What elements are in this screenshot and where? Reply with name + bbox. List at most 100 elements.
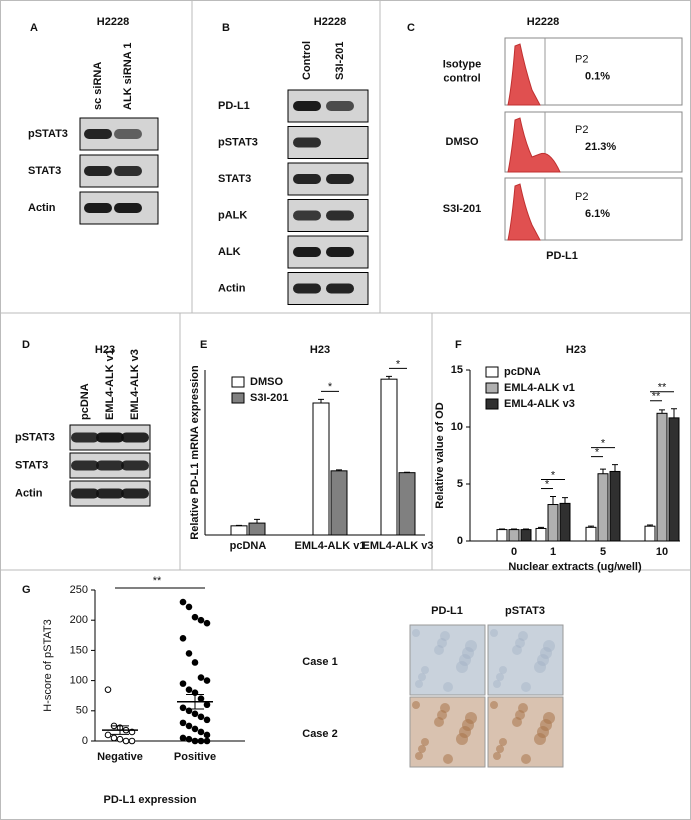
blot-band <box>96 460 124 471</box>
percent: 21.3% <box>585 141 616 153</box>
blot-band <box>293 210 321 221</box>
blot-band <box>84 203 112 213</box>
significance-label: * <box>328 381 333 393</box>
data-point <box>185 686 193 693</box>
bar <box>668 417 680 542</box>
ihc-row-label: Case 2 <box>302 728 337 740</box>
row-label: pSTAT3 <box>218 136 258 148</box>
blot-band <box>121 460 149 471</box>
data-point <box>191 737 199 745</box>
bar <box>398 472 416 536</box>
data-point <box>104 731 112 739</box>
error-bar <box>550 496 556 505</box>
data-point <box>185 735 193 743</box>
data-point <box>179 704 187 712</box>
error-bar <box>647 524 653 527</box>
cell-line: H2228 <box>527 16 559 28</box>
blot-band <box>293 174 321 184</box>
ihc-texture <box>440 631 450 641</box>
ihc-texture <box>459 654 471 666</box>
gate-label: P2 <box>575 191 588 203</box>
ihc-texture <box>499 738 507 746</box>
blot-band <box>293 101 321 111</box>
legend-label: pcDNA <box>504 366 541 378</box>
y-tick-label: 150 <box>70 644 88 656</box>
data-point <box>185 603 193 611</box>
row-label: STAT3 <box>28 165 61 177</box>
y-tick-label: 15 <box>451 364 463 376</box>
ihc-texture <box>515 638 525 648</box>
ihc-texture <box>496 745 504 753</box>
sample-label: S3I-201 <box>443 203 482 215</box>
lane-label: S3I-201 <box>334 41 346 80</box>
row-label: Actin <box>15 487 43 499</box>
blot-band <box>326 283 354 294</box>
bar <box>520 529 532 542</box>
blot-band <box>71 488 99 499</box>
data-point <box>179 635 187 642</box>
ihc-texture <box>490 701 498 709</box>
gate-label: P2 <box>575 124 588 136</box>
bar <box>644 525 656 542</box>
x-tick-label: pcDNA <box>230 540 267 552</box>
lane-label: sc siRNA <box>92 62 104 110</box>
ihc-texture <box>534 661 546 673</box>
data-point <box>203 716 211 724</box>
panel-letter: D <box>22 339 30 351</box>
error-bar <box>523 528 529 530</box>
bar <box>312 402 330 536</box>
error-bar <box>336 469 342 471</box>
ihc-texture <box>418 745 426 753</box>
error-bar <box>588 525 594 528</box>
row-label: STAT3 <box>15 459 48 471</box>
blot-band <box>326 210 354 221</box>
data-point <box>116 735 124 743</box>
legend-label: S3I-201 <box>250 392 289 404</box>
data-point <box>104 686 112 693</box>
y-tick-label: 10 <box>451 421 463 433</box>
y-tick-label: 0 <box>82 735 88 747</box>
ihc-texture <box>456 661 468 673</box>
ihc-texture <box>543 712 555 724</box>
bar <box>609 470 621 542</box>
lane-label: EML4-ALK v3 <box>129 349 141 420</box>
ihc-texture <box>418 673 426 681</box>
data-point <box>191 659 199 666</box>
blot-band <box>293 283 321 294</box>
histogram <box>507 117 561 173</box>
bar <box>508 529 520 542</box>
significance-label: * <box>551 469 556 481</box>
ihc-texture <box>440 703 450 713</box>
legend-swatch <box>485 398 499 410</box>
data-point <box>191 613 199 621</box>
row-label: Actin <box>218 282 246 294</box>
significance-label: ** <box>658 382 667 394</box>
row-label: PD-L1 <box>218 100 250 112</box>
ihc-texture <box>521 754 531 764</box>
ihc-texture <box>421 738 429 746</box>
panel-letter: G <box>22 584 31 596</box>
blot-band <box>121 432 149 443</box>
data-point <box>203 677 211 684</box>
panel-letter: F <box>455 339 462 351</box>
ihc-texture <box>434 645 444 655</box>
blot-band <box>326 247 354 257</box>
y-tick-label: 5 <box>457 478 463 490</box>
x-tick-label: 0 <box>511 546 517 558</box>
ihc-texture <box>540 647 552 659</box>
blot-band <box>84 166 112 176</box>
lane-label: EML4-ALK v1 <box>104 349 116 420</box>
y-tick-label: 250 <box>70 584 88 596</box>
data-point <box>191 725 199 733</box>
x-tick-label: 10 <box>656 546 668 558</box>
chart-title: H23 <box>566 344 586 356</box>
ihc-texture <box>443 682 453 692</box>
data-point <box>128 737 136 745</box>
ihc-texture <box>512 645 522 655</box>
data-point <box>197 674 205 681</box>
ihc-column-label: PD-L1 <box>431 605 463 617</box>
x-tick-label: 5 <box>600 546 606 558</box>
cell-line: H23 <box>95 344 115 356</box>
panel-letter: A <box>30 22 38 34</box>
bar <box>380 378 398 536</box>
